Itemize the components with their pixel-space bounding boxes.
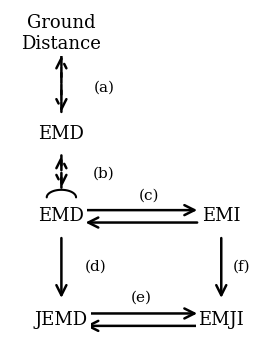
- Text: (f): (f): [233, 259, 250, 273]
- Text: (c): (c): [139, 189, 160, 203]
- Text: JEMD: JEMD: [35, 311, 88, 329]
- Text: (d): (d): [85, 259, 107, 273]
- Text: (b): (b): [93, 166, 115, 180]
- Text: EMD: EMD: [38, 207, 84, 225]
- Text: (a): (a): [94, 80, 115, 94]
- Text: EMI: EMI: [202, 207, 240, 225]
- Text: EMD: EMD: [38, 125, 84, 143]
- Text: (e): (e): [131, 290, 152, 304]
- Text: Ground
Distance: Ground Distance: [21, 14, 101, 53]
- Text: EMJI: EMJI: [198, 311, 244, 329]
